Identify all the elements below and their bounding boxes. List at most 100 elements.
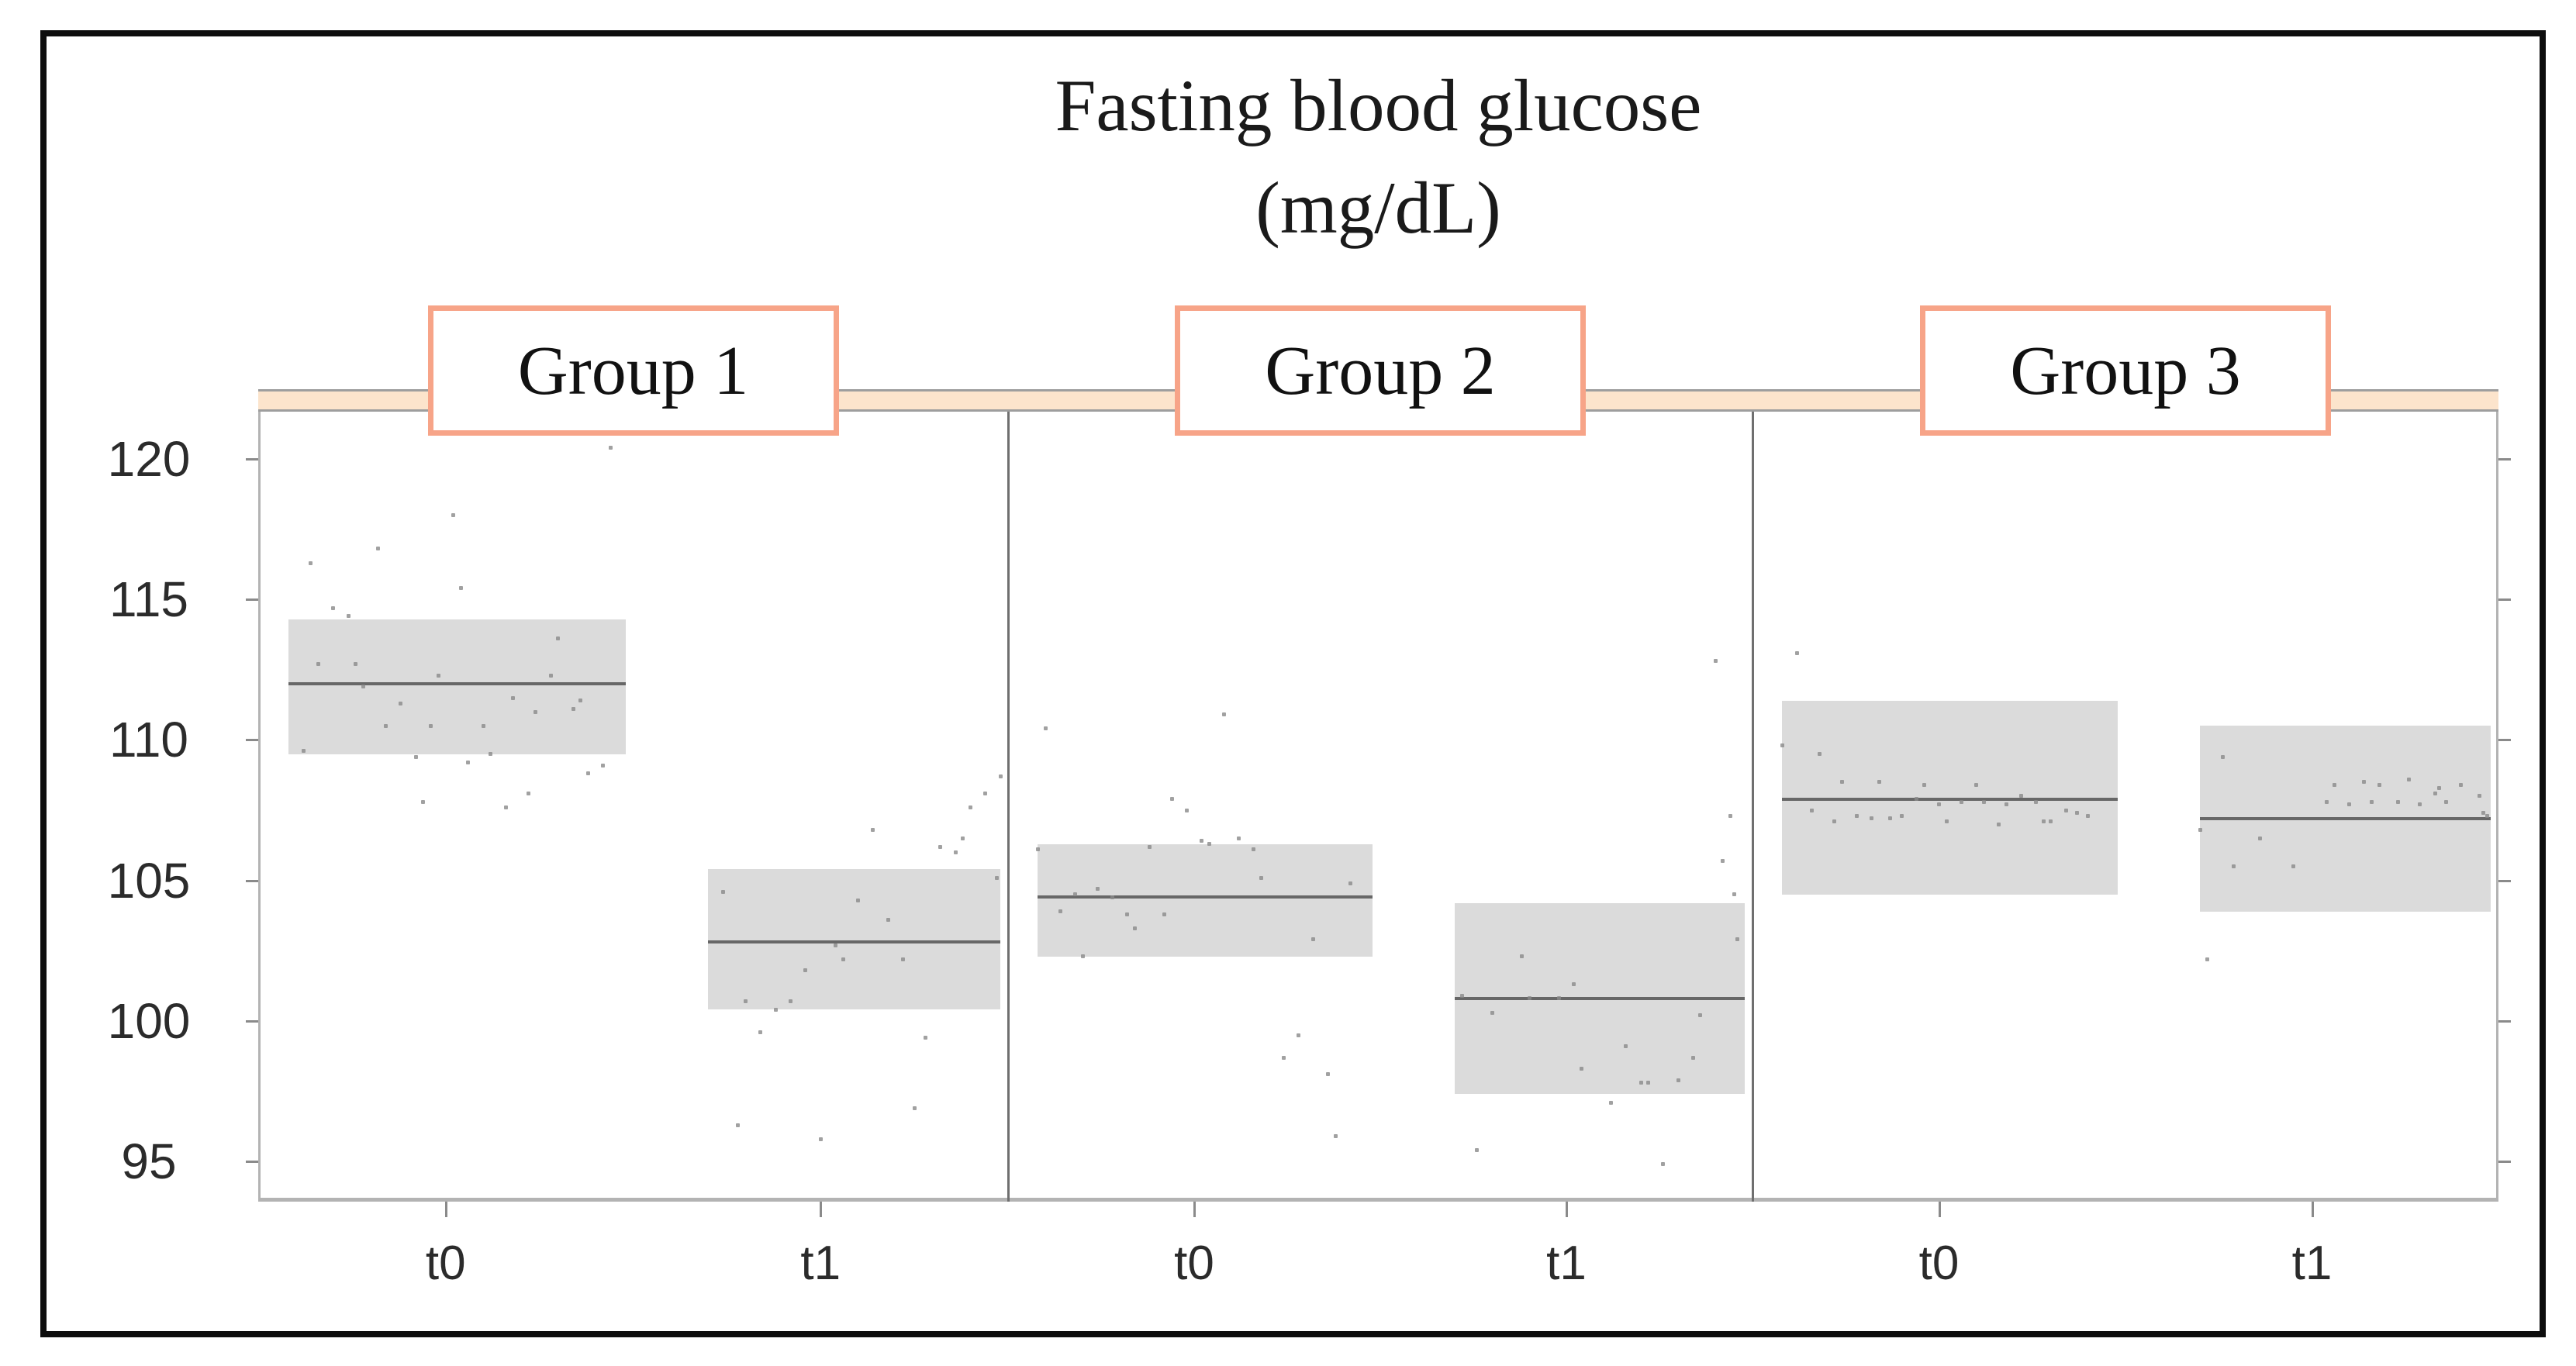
data-point: [924, 1036, 928, 1040]
data-point: [309, 561, 313, 565]
data-point: [2074, 811, 2079, 816]
data-point: [1996, 822, 2001, 826]
data-point: [901, 957, 906, 961]
panel-border: [258, 412, 2498, 1202]
data-point: [841, 957, 845, 961]
x-axis-tick: [2311, 1202, 2314, 1217]
data-point: [2332, 782, 2336, 787]
data-point: [856, 898, 861, 902]
data-point: [458, 586, 463, 591]
data-point: [1333, 1134, 1338, 1139]
y-axis-tick-right: [2498, 879, 2511, 882]
mean-line: [288, 681, 626, 685]
data-point: [1818, 752, 1822, 757]
data-point: [886, 917, 890, 922]
chart-title-line2: (mg/dL): [1255, 167, 1501, 249]
data-point: [1877, 780, 1882, 785]
y-axis-tick: [246, 879, 258, 882]
data-point: [1519, 954, 1524, 959]
data-point: [421, 799, 426, 804]
data-point: [451, 512, 455, 517]
data-point: [428, 723, 433, 728]
data-point: [1147, 844, 1152, 849]
y-axis-tick-label: 110: [109, 712, 189, 768]
data-point: [1221, 712, 1226, 717]
data-point: [2369, 799, 2374, 804]
data-point: [2478, 794, 2482, 799]
data-point: [1169, 797, 1174, 802]
data-point: [1200, 839, 1204, 843]
data-point: [1944, 819, 1949, 824]
panel-separator: [1752, 412, 1754, 1202]
data-point: [2444, 799, 2449, 804]
data-point: [1072, 892, 1077, 897]
y-axis-tick-label: 120: [107, 431, 191, 487]
data-point: [2034, 799, 2039, 804]
x-axis-tick-label: t0: [1918, 1237, 1960, 1290]
data-point: [383, 723, 388, 728]
data-point: [2205, 957, 2210, 961]
crossbar-box: [288, 619, 626, 754]
data-point: [511, 695, 516, 700]
y-axis-tick-label: 100: [107, 992, 191, 1049]
data-point: [1981, 799, 1986, 804]
data-point: [1638, 1081, 1643, 1085]
y-axis-tick: [246, 598, 258, 602]
y-axis-tick-label: 115: [109, 571, 189, 628]
data-point: [871, 827, 875, 832]
data-point: [1125, 912, 1130, 916]
data-point: [1661, 1162, 1666, 1167]
data-point: [758, 1030, 763, 1034]
data-point: [2418, 802, 2422, 807]
data-point: [2347, 802, 2352, 807]
data-point: [938, 844, 943, 849]
y-axis-tick-right: [2498, 458, 2511, 461]
data-point: [1810, 808, 1815, 812]
data-point: [2220, 754, 2225, 759]
data-point: [2481, 811, 2486, 816]
y-axis-tick: [246, 1161, 258, 1164]
y-axis-tick-label: 105: [107, 852, 191, 909]
data-point: [773, 1007, 778, 1012]
data-point: [526, 791, 530, 795]
data-point: [1162, 912, 1167, 916]
data-point: [2433, 791, 2437, 795]
data-point: [1690, 1055, 1695, 1060]
data-point: [585, 771, 590, 776]
data-point: [2004, 802, 2008, 807]
x-axis-tick: [1938, 1202, 1941, 1217]
data-point: [1888, 816, 1893, 821]
mean-line: [1782, 797, 2118, 801]
data-point: [1713, 659, 1718, 664]
data-point: [1184, 808, 1189, 812]
data-point: [556, 636, 561, 641]
data-point: [1311, 937, 1316, 942]
data-point: [1035, 847, 1040, 852]
y-axis-tick-right: [2498, 739, 2511, 742]
data-point: [1110, 895, 1114, 899]
data-point: [608, 446, 613, 450]
data-point: [1527, 996, 1531, 1001]
data-point: [1698, 1013, 1703, 1018]
data-point: [1556, 996, 1561, 1001]
data-point: [1624, 1044, 1628, 1049]
data-point: [354, 662, 358, 667]
data-point: [1922, 782, 1926, 787]
data-point: [961, 836, 965, 840]
data-point: [503, 805, 508, 809]
data-point: [1855, 813, 1859, 818]
data-point: [953, 850, 958, 854]
y-axis-tick-right: [2498, 598, 2511, 602]
data-point: [2086, 813, 2091, 818]
data-point: [2231, 864, 2236, 869]
x-axis-tick: [444, 1202, 447, 1217]
data-point: [2257, 836, 2262, 840]
data-point: [1899, 813, 1904, 818]
y-axis-tick: [246, 1019, 258, 1023]
data-point: [2041, 819, 2046, 824]
data-point: [969, 805, 973, 809]
panel-separator: [1007, 412, 1010, 1202]
data-point: [1281, 1055, 1286, 1060]
data-point: [1572, 982, 1576, 987]
mean-line: [708, 940, 1001, 944]
